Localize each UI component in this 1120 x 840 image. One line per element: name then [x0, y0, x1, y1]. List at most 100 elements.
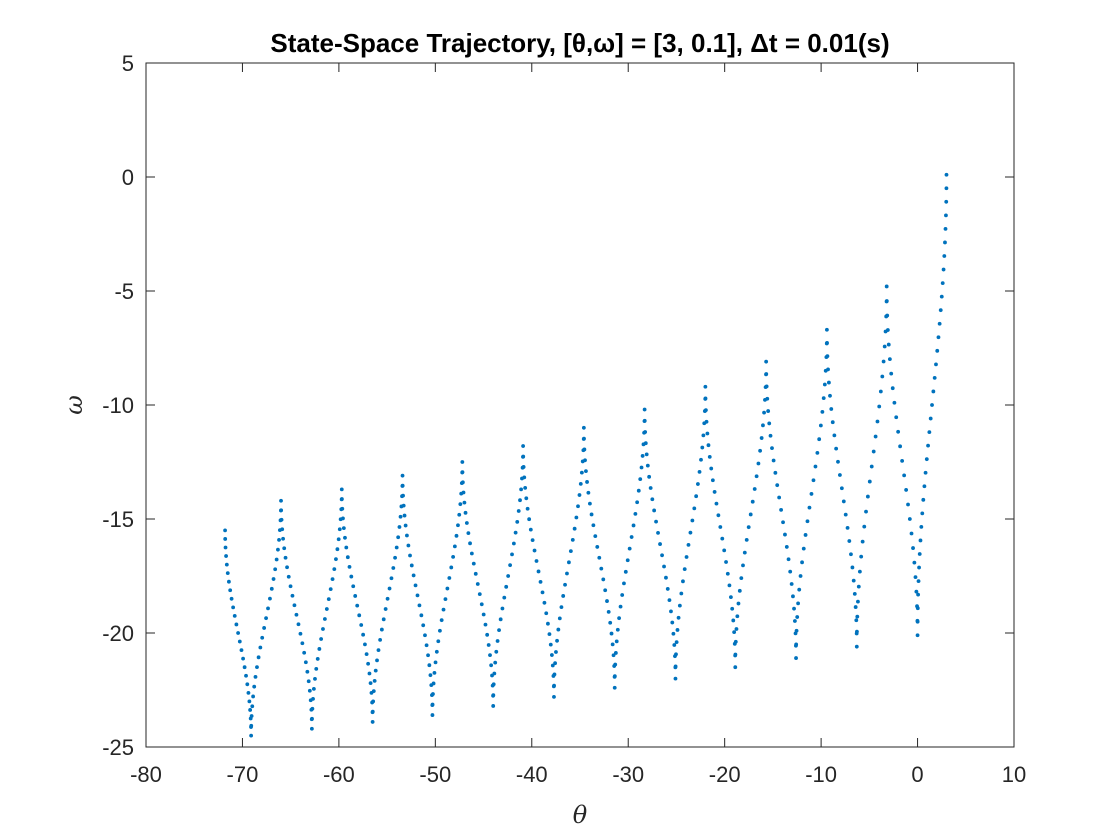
data-point	[334, 557, 338, 562]
data-point	[372, 678, 377, 683]
data-point	[518, 498, 522, 503]
data-point	[485, 632, 490, 637]
data-point	[940, 281, 945, 285]
data-point	[597, 555, 602, 560]
data-point	[432, 671, 437, 675]
data-point	[306, 679, 311, 684]
data-point	[696, 482, 700, 486]
data-point	[736, 601, 741, 606]
data-point	[763, 397, 767, 402]
data-point	[547, 632, 552, 637]
data-point	[473, 571, 478, 576]
data-point	[557, 616, 562, 621]
data-point	[922, 484, 927, 489]
data-point	[692, 506, 697, 511]
data-point	[550, 663, 555, 668]
data-point	[599, 566, 604, 571]
data-point	[335, 547, 340, 552]
data-point	[339, 497, 344, 502]
data-point	[789, 582, 794, 586]
x-tick-label: -60	[323, 762, 355, 787]
data-point	[794, 656, 798, 660]
data-point	[871, 449, 876, 454]
data-point	[845, 525, 850, 530]
data-point	[281, 536, 285, 541]
data-point	[403, 523, 408, 528]
data-point	[273, 567, 278, 572]
data-point	[856, 584, 861, 589]
data-point	[361, 632, 366, 637]
data-point	[677, 603, 682, 608]
data-point	[660, 553, 664, 558]
data-point	[324, 607, 329, 611]
data-point	[807, 505, 812, 510]
data-point	[770, 446, 774, 451]
data-point	[741, 563, 745, 568]
data-point	[400, 494, 404, 499]
data-point	[572, 526, 577, 531]
data-point	[513, 530, 518, 535]
data-point	[224, 562, 229, 567]
data-point	[411, 573, 416, 578]
data-point	[397, 525, 402, 529]
data-point	[494, 649, 499, 654]
y-axis-ticks: -25 -20 -15 -10 -5 0 5	[102, 51, 1014, 760]
data-point	[588, 501, 592, 506]
data-point	[673, 676, 678, 681]
data-point	[223, 528, 227, 533]
data-point	[843, 512, 848, 517]
data-point	[223, 537, 228, 541]
data-point	[464, 521, 469, 525]
data-point	[279, 498, 283, 503]
data-point	[873, 434, 878, 439]
data-point	[724, 560, 728, 564]
x-tick-label: -50	[419, 762, 451, 787]
data-point	[828, 393, 832, 398]
data-point	[288, 584, 293, 589]
data-point	[332, 567, 337, 572]
data-point	[733, 665, 738, 670]
data-point	[801, 546, 806, 551]
data-point	[278, 518, 283, 523]
data-point	[302, 650, 307, 655]
data-point	[859, 554, 864, 559]
data-point	[797, 587, 802, 592]
data-point	[896, 429, 901, 434]
data-point	[900, 458, 905, 463]
data-point	[943, 240, 947, 245]
data-point	[877, 404, 882, 409]
data-point	[809, 492, 814, 496]
data-point	[341, 526, 346, 531]
data-point	[684, 555, 689, 559]
data-point	[260, 635, 265, 640]
data-point	[639, 465, 644, 470]
data-point	[247, 699, 252, 704]
data-point	[832, 433, 837, 438]
data-point	[937, 321, 942, 326]
data-point	[228, 588, 233, 593]
data-point	[417, 603, 422, 608]
data-point	[613, 651, 618, 655]
data-point	[343, 535, 347, 540]
data-point	[565, 571, 569, 576]
data-point	[610, 642, 615, 647]
data-point	[744, 538, 749, 542]
data-point	[271, 577, 276, 581]
data-point	[612, 674, 617, 679]
data-point	[725, 571, 730, 576]
data-point	[679, 591, 684, 596]
data-point	[223, 545, 228, 550]
data-point	[438, 628, 442, 633]
data-point	[752, 487, 757, 491]
data-point	[936, 335, 941, 340]
x-tick-label: 10	[1002, 762, 1026, 787]
data-point	[620, 593, 625, 597]
data-point	[548, 642, 553, 647]
data-point	[758, 448, 762, 453]
data-point	[612, 664, 617, 668]
data-point	[702, 421, 707, 426]
data-point	[669, 609, 673, 614]
data-point	[445, 586, 450, 591]
data-point	[368, 681, 373, 686]
data-point	[890, 386, 895, 391]
